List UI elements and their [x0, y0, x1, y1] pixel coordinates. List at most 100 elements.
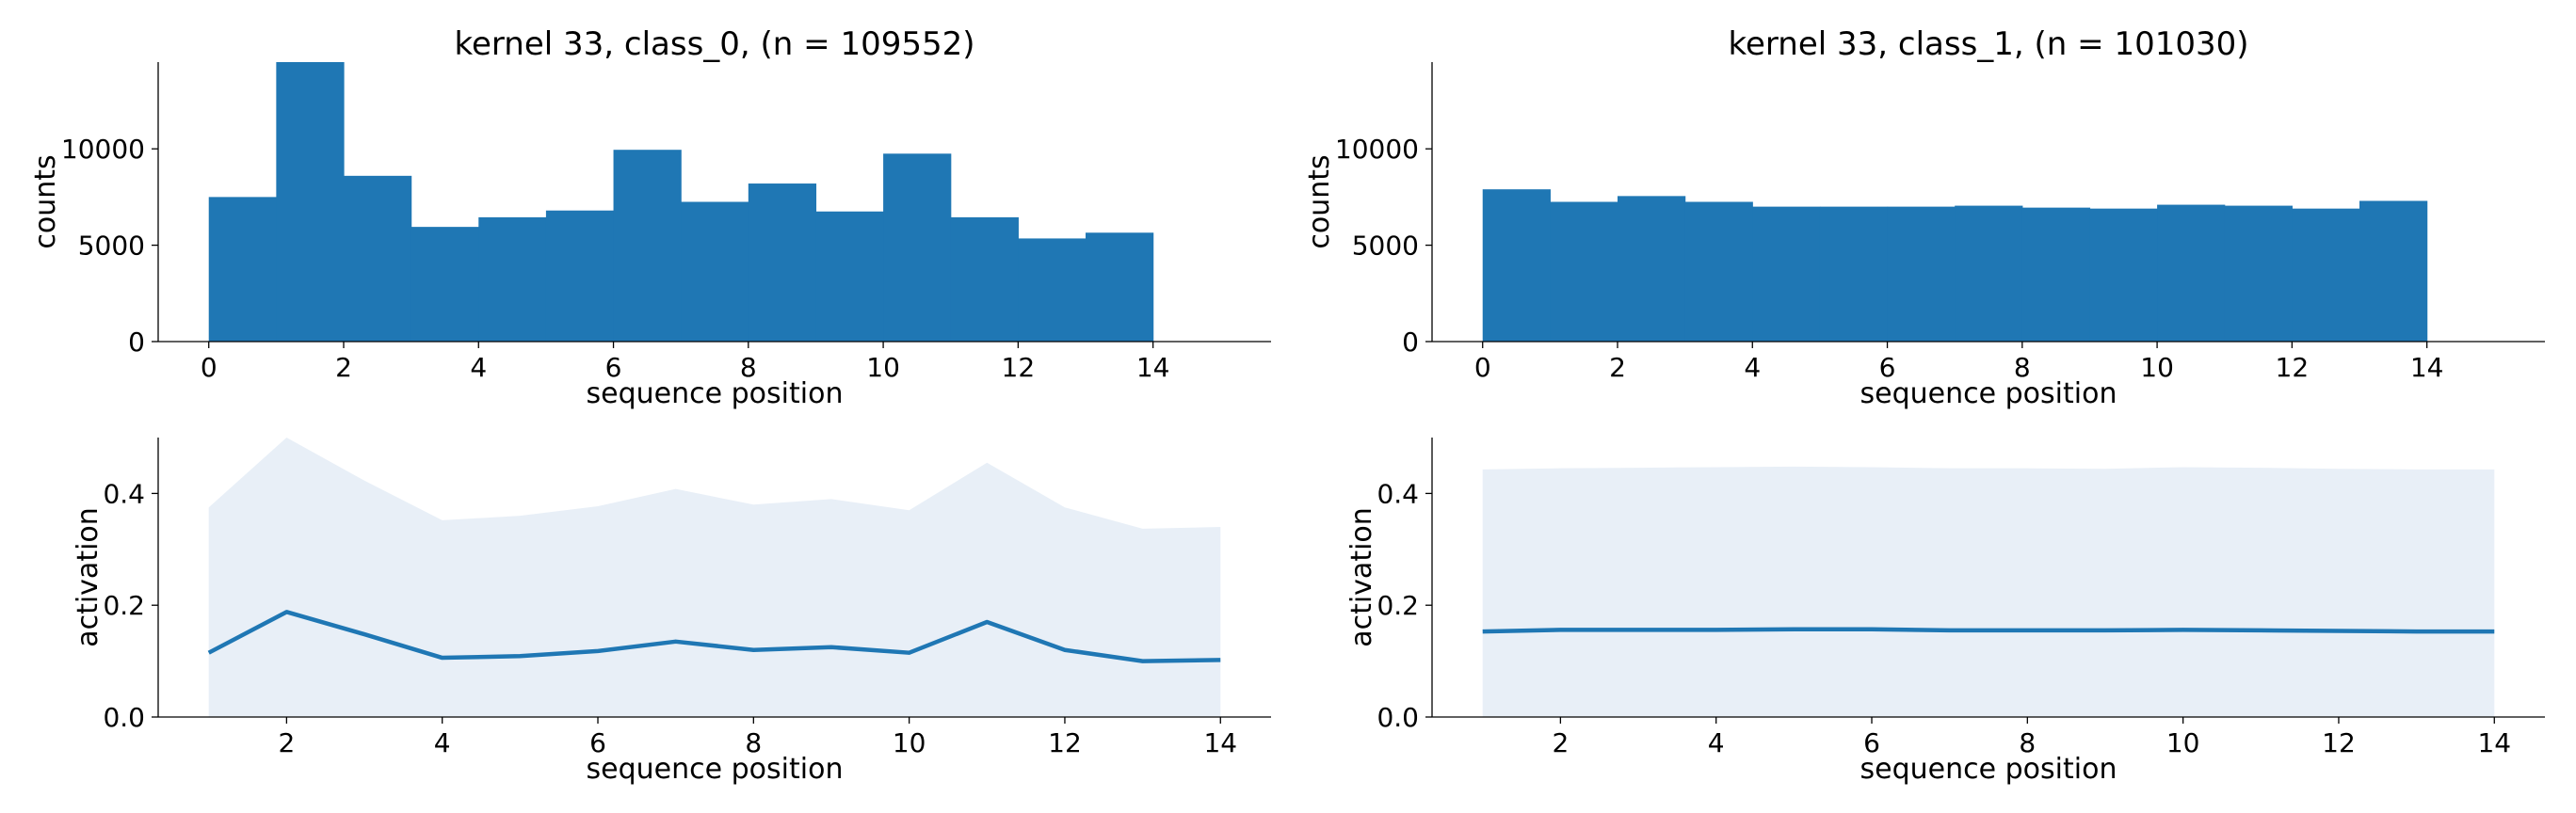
activation-class-0-x-ticks: 2 4 6 8 10 12 14: [278, 717, 1237, 758]
histogram-class-0-bar-7: [681, 201, 749, 342]
histogram-class-1-title: kernel 33, class_1, (n = 101030): [1729, 25, 2249, 63]
histogram-class-0-x-axis-label: sequence position: [587, 377, 844, 410]
histogram-class-1-bar-5: [1819, 206, 1889, 342]
histogram-class-0-bar-3: [411, 227, 479, 342]
activation-class-0-x-axis-label: sequence position: [587, 753, 844, 786]
histogram-class-1-bar-6: [1887, 206, 1956, 342]
activation-class-0-y-axis-label: activation: [72, 507, 105, 647]
histogram-class-1-bar-1: [1550, 201, 1618, 342]
histogram-class-1-bar-3: [1684, 201, 1753, 342]
histogram-class-1-x-tick-label: 2: [1609, 352, 1626, 383]
histogram-class-1-plot-area: [1482, 189, 2428, 342]
activation-class-1-x-tick-label: 12: [2322, 727, 2356, 758]
histogram-class-1-bar-11: [2224, 205, 2293, 342]
histogram-class-1-x-axis-label: sequence position: [1860, 377, 2117, 410]
histogram-class-0-x-tick-label: 10: [866, 352, 900, 383]
activation-class-1-panel: 2 4 6 8 10 12 14 0.0 0.2 0.4 sequence position a…: [1345, 438, 2545, 786]
activation-class-1-x-tick-label: 10: [2166, 727, 2200, 758]
histogram-class-0-title: kernel 33, class_0, (n = 109552): [455, 25, 975, 63]
histogram-class-0-x-tick-label: 14: [1136, 352, 1170, 383]
activation-class-1-y-tick-label: 0.2: [1377, 590, 1419, 621]
activation-class-0-y-tick-label: 0.4: [103, 478, 145, 509]
activation-class-0-x-tick-label: 6: [589, 727, 606, 758]
activation-class-1-x-tick-label: 14: [2477, 727, 2511, 758]
histogram-class-0-bar-13: [1086, 232, 1154, 342]
histogram-class-0-bar-1: [276, 62, 345, 342]
histogram-class-0-bar-0: [208, 197, 277, 342]
histogram-class-0-bar-10: [883, 153, 952, 342]
activation-class-1-y-ticks: 0.0 0.2 0.4: [1377, 478, 1432, 733]
activation-class-0-range-band: [208, 438, 1221, 717]
histogram-class-1-y-ticks: 0 5000 10000: [1335, 134, 1432, 358]
histogram-class-0-bar-12: [1018, 238, 1087, 342]
histogram-class-1-bar-12: [2292, 208, 2360, 342]
histogram-class-1-y-tick-label: 10000: [1335, 134, 1419, 165]
histogram-class-0-y-tick-label: 10000: [61, 134, 145, 165]
activation-class-0-x-tick-label: 2: [278, 727, 295, 758]
activation-class-0-y-tick-label: 0.0: [103, 702, 145, 733]
activation-class-1-x-tick-label: 4: [1708, 727, 1725, 758]
activation-class-0-plot-area: [207, 438, 1221, 717]
histogram-class-1-bar-0: [1482, 189, 1551, 342]
activation-class-1-y-tick-label: 0.0: [1377, 702, 1419, 733]
histogram-class-1-bar-10: [2157, 204, 2226, 342]
activation-class-0-y-tick-label: 0.2: [103, 590, 145, 621]
histogram-class-0-bar-6: [613, 150, 682, 342]
histogram-class-0-panel: 0 2 4 6 8 10 12 14 0 5000 10000 kernel 33, class_…: [29, 25, 1271, 410]
histogram-class-0-y-tick-label: 5000: [78, 231, 145, 262]
activation-class-1-x-axis-label: sequence position: [1860, 753, 2117, 786]
histogram-class-1-x-tick-label: 8: [2014, 352, 2031, 383]
histogram-class-0-bar-4: [478, 216, 547, 342]
histogram-class-0-plot-area: [208, 62, 1154, 342]
histogram-class-1-x-tick-label: 12: [2276, 352, 2310, 383]
activation-class-1-y-tick-label: 0.4: [1377, 478, 1419, 509]
histogram-class-1-x-tick-label: 10: [2140, 352, 2174, 383]
histogram-class-0-y-axis-label: counts: [29, 154, 62, 248]
activation-class-1-y-axis-label: activation: [1345, 507, 1378, 647]
histogram-class-1-y-axis-label: counts: [1303, 154, 1336, 248]
activation-class-1-mean-line: [1482, 627, 2495, 634]
activation-class-0-panel: 2 4 6 8 10 12 14 0.0 0.2 0.4 sequence position a…: [72, 438, 1271, 786]
histogram-class-1-bar-9: [2089, 208, 2158, 342]
histogram-class-1-x-ticks: 0 2 4 6 8 10 12 14: [1474, 342, 2444, 383]
histogram-class-0-x-tick-label: 4: [470, 352, 487, 383]
histogram-class-1-bar-13: [2359, 200, 2428, 342]
activation-class-1-x-tick-label: 2: [1552, 727, 1569, 758]
activation-class-0-y-ticks: 0.0 0.2 0.4: [103, 478, 158, 733]
histogram-class-0-bar-11: [950, 216, 1019, 342]
activation-class-0-x-tick-label: 8: [745, 727, 762, 758]
histogram-class-1-bar-8: [2021, 207, 2091, 342]
histogram-class-0-bar-8: [748, 183, 817, 342]
histogram-class-0-bar-2: [344, 175, 412, 342]
histogram-class-0-x-tick-label: 12: [1002, 352, 1036, 383]
histogram-class-1-bar-2: [1618, 196, 1686, 342]
histogram-class-0-x-tick-label: 0: [201, 352, 217, 383]
histogram-class-0-bar-9: [815, 211, 884, 342]
activation-class-1-x-tick-label: 8: [2019, 727, 2036, 758]
histogram-class-1-x-tick-label: 4: [1744, 352, 1761, 383]
histogram-class-0-bar-5: [545, 210, 615, 342]
histogram-class-0-x-tick-label: 8: [740, 352, 757, 383]
activation-class-0-mean-line: [207, 610, 1221, 663]
histogram-class-1-bar-4: [1752, 206, 1821, 342]
histogram-class-1-x-tick-label: 6: [1879, 352, 1896, 383]
activation-class-0-x-tick-label: 10: [893, 727, 926, 758]
histogram-class-1-x-tick-label: 14: [2410, 352, 2444, 383]
histogram-class-1-panel: 0 2 4 6 8 10 12 14 0 5000 10000 kernel 33, class_…: [1303, 25, 2545, 410]
activation-class-1-range-band: [1482, 466, 2495, 717]
activation-class-1-x-ticks: 2 4 6 8 10 12 14: [1552, 717, 2511, 758]
histogram-class-1-x-tick-label: 0: [1474, 352, 1491, 383]
histogram-class-1-y-tick-label: 5000: [1352, 231, 1419, 262]
activation-class-1-x-tick-label: 6: [1863, 727, 1880, 758]
histogram-class-0-x-tick-label: 6: [605, 352, 622, 383]
activation-class-0-x-tick-label: 4: [434, 727, 451, 758]
activation-class-0-x-tick-label: 12: [1048, 727, 1082, 758]
histogram-class-0-y-tick-label: 0: [128, 327, 145, 358]
histogram-class-1-bar-7: [1955, 205, 2023, 342]
histogram-class-1-y-tick-label: 0: [1402, 327, 1419, 358]
histogram-class-0-x-ticks: 0 2 4 6 8 10 12 14: [201, 342, 1170, 383]
histogram-class-0-y-ticks: 0 5000 10000: [61, 134, 158, 358]
activation-class-1-plot-area: [1482, 466, 2495, 717]
activation-class-0-x-tick-label: 14: [1203, 727, 1237, 758]
